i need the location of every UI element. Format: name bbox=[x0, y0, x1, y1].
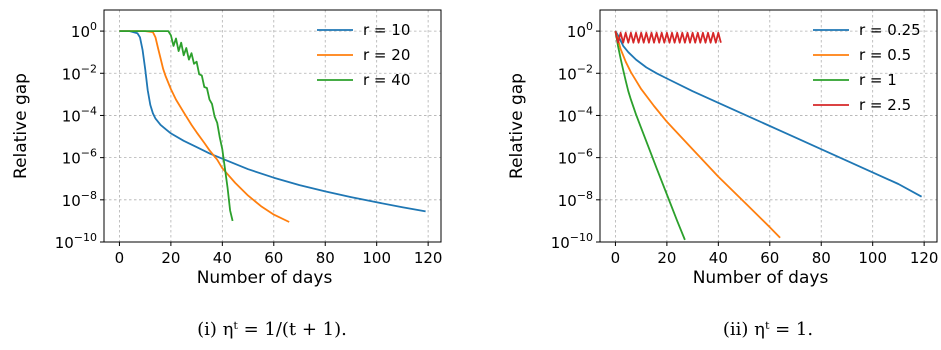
series-line-r20 bbox=[119, 30, 290, 223]
axes-frame bbox=[599, 9, 938, 243]
legend-label: r = 40 bbox=[363, 71, 410, 89]
y-tick-exponent: 0 bbox=[90, 20, 97, 33]
series-line-r0-5 bbox=[614, 30, 781, 239]
y-tick-base: 10 bbox=[567, 23, 586, 41]
series-line-r10 bbox=[119, 30, 426, 213]
y-tick-exponent: −2 bbox=[577, 62, 593, 75]
x-tick-label: 40 bbox=[213, 249, 232, 267]
y-tick-label: 10−2 bbox=[558, 62, 593, 83]
x-tick-label: 80 bbox=[812, 249, 831, 267]
y-tick-exponent: −6 bbox=[81, 147, 97, 160]
y-tick-exponent: −10 bbox=[570, 231, 593, 244]
x-tick-label: 0 bbox=[115, 249, 125, 267]
legend-label: r = 20 bbox=[363, 46, 410, 64]
x-tick-label: 100 bbox=[858, 249, 887, 267]
y-tick-label: 10−8 bbox=[558, 189, 593, 210]
x-tick-label: 120 bbox=[414, 249, 443, 267]
y-tick-base: 10 bbox=[551, 234, 570, 252]
x-tick-label: 60 bbox=[264, 249, 283, 267]
y-tick-label: 10−4 bbox=[62, 104, 97, 125]
y-tick-base: 10 bbox=[558, 192, 577, 210]
y-tick-exponent: −10 bbox=[74, 231, 97, 244]
axes-frame bbox=[103, 9, 442, 243]
legend-label: r = 0.5 bbox=[859, 46, 911, 64]
figure-caption: (i) ηᵗ = 1/(t + 1). bbox=[197, 319, 347, 340]
x-tick-label: 20 bbox=[657, 249, 676, 267]
chart-panel-1: 0 20 40 60 80 100 12010010−210−410−610−810−10N… bbox=[11, 9, 443, 340]
y-tick-base: 10 bbox=[558, 150, 577, 168]
y-tick-label: 10−8 bbox=[62, 189, 97, 210]
legend-label: r = 10 bbox=[363, 21, 410, 39]
legend-label: r = 2.5 bbox=[859, 96, 911, 114]
y-tick-label: 10−6 bbox=[62, 147, 97, 168]
y-tick-label: 10−2 bbox=[62, 62, 97, 83]
series-line-r40 bbox=[119, 30, 234, 222]
y-tick-exponent: −8 bbox=[81, 189, 97, 202]
y-tick-label: 10−10 bbox=[55, 231, 97, 252]
y-tick-label: 10−4 bbox=[558, 104, 593, 125]
x-axis-label: Number of days bbox=[197, 268, 333, 288]
y-tick-exponent: −4 bbox=[577, 104, 593, 117]
x-axis-label: Number of days bbox=[693, 268, 829, 288]
y-axis-label: Relative gap bbox=[507, 73, 527, 179]
y-tick-exponent: −8 bbox=[577, 189, 593, 202]
y-tick-exponent: −2 bbox=[81, 62, 97, 75]
legend-label: r = 0.25 bbox=[859, 21, 921, 39]
x-tick-label: 40 bbox=[709, 249, 728, 267]
y-tick-base: 10 bbox=[62, 107, 81, 125]
y-tick-exponent: 0 bbox=[586, 20, 593, 33]
y-tick-exponent: −4 bbox=[81, 104, 97, 117]
y-tick-label: 10−10 bbox=[551, 231, 593, 252]
legend-label: r = 1 bbox=[859, 71, 897, 89]
y-tick-base: 10 bbox=[62, 192, 81, 210]
y-tick-base: 10 bbox=[62, 150, 81, 168]
y-tick-label: 10−6 bbox=[558, 147, 593, 168]
chart-panel-2: 0 20 40 60 80 100 12010010−210−410−610−810−10N… bbox=[507, 9, 939, 340]
y-tick-label: 100 bbox=[71, 20, 97, 41]
y-tick-exponent: −6 bbox=[577, 147, 593, 160]
x-tick-label: 20 bbox=[161, 249, 180, 267]
x-tick-label: 100 bbox=[362, 249, 391, 267]
x-tick-label: 0 bbox=[611, 249, 621, 267]
x-tick-label: 80 bbox=[316, 249, 335, 267]
series-line-r0-25 bbox=[614, 30, 923, 198]
y-tick-base: 10 bbox=[62, 65, 81, 83]
x-tick-label: 60 bbox=[760, 249, 779, 267]
x-tick-label: 120 bbox=[910, 249, 939, 267]
y-axis-label: Relative gap bbox=[11, 73, 31, 179]
y-tick-base: 10 bbox=[558, 107, 577, 125]
y-tick-label: 100 bbox=[567, 20, 593, 41]
series-line-r1 bbox=[614, 30, 686, 241]
series-line-r2-5 bbox=[614, 30, 722, 44]
figure-caption: (ii) ηᵗ = 1. bbox=[723, 319, 813, 340]
y-tick-base: 10 bbox=[55, 234, 74, 252]
y-tick-base: 10 bbox=[71, 23, 90, 41]
y-tick-base: 10 bbox=[558, 65, 577, 83]
